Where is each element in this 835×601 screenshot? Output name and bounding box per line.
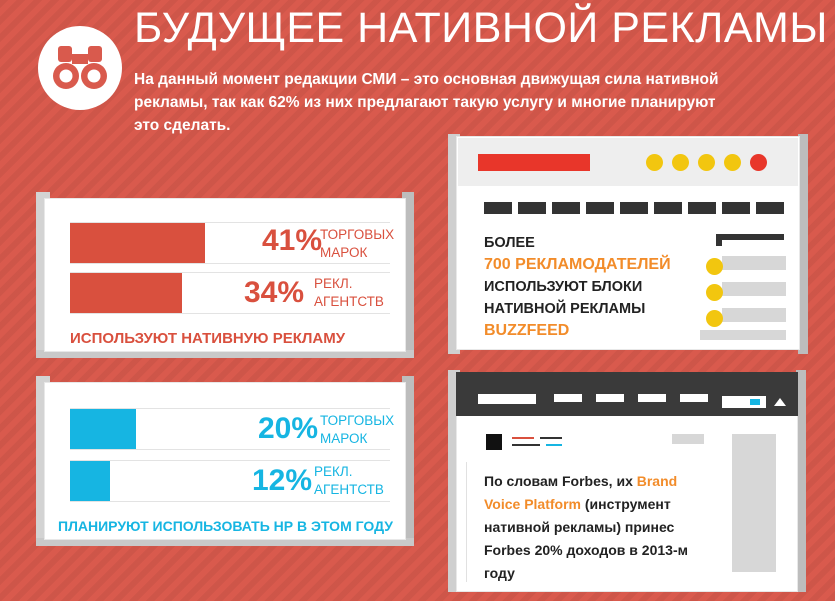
bar-label: РЕКЛ. АГЕНТСТВ xyxy=(314,275,384,311)
bar-track xyxy=(70,272,390,314)
bar-label-line: МАРОК xyxy=(320,431,368,446)
intro-line: На данный момент редакции СМИ – это осно… xyxy=(134,71,719,88)
bar-label-line: МАРОК xyxy=(320,245,368,260)
text-line: году xyxy=(484,565,515,581)
search-indicator xyxy=(750,399,760,405)
accent-line xyxy=(512,444,540,446)
content-line xyxy=(672,434,704,444)
logo-bar xyxy=(478,154,590,171)
sidebar-ad xyxy=(732,434,776,572)
bar-label-line: РЕКЛ. xyxy=(314,464,353,479)
heading-line xyxy=(716,234,784,240)
binoculars-icon xyxy=(53,46,107,89)
header-dot xyxy=(698,154,715,171)
bar-label-line: РЕКЛ. xyxy=(314,276,353,291)
nav-block xyxy=(484,202,512,214)
header-block xyxy=(554,394,582,402)
bar-label-line: ТОРГОВЫХ xyxy=(320,413,395,428)
panel-caption: ИСПОЛЬЗУЮТ НАТИВНУЮ РЕКЛАМУ xyxy=(70,330,346,347)
text-line: По словам Forbes, их Brand xyxy=(484,470,688,493)
content-line xyxy=(722,282,786,296)
text-span: По словам Forbes, их xyxy=(484,473,637,489)
text-line: Voice Platform (инструмент xyxy=(484,493,688,516)
header-dot xyxy=(646,154,663,171)
text-line-highlight: BUZZFEED xyxy=(484,322,570,339)
header-block xyxy=(638,394,666,402)
text-line: НАТИВНОЙ РЕКЛАМЫ xyxy=(484,301,646,317)
bar-percent: 34% xyxy=(244,276,305,309)
nav-block xyxy=(586,202,614,214)
panel-edge xyxy=(36,350,414,358)
nav-block xyxy=(722,202,750,214)
text-line: БОЛЕЕ xyxy=(484,235,535,251)
text-span: (инструмент xyxy=(581,496,671,512)
article-thumbnail xyxy=(486,434,502,450)
nav-block xyxy=(756,202,784,214)
accent-line xyxy=(512,437,534,439)
text-span-highlight: Voice Platform xyxy=(484,496,581,512)
intro-line: рекламы, так как 62% из них предлагают т… xyxy=(134,94,716,111)
bar-label-line: АГЕНТСТВ xyxy=(314,294,384,309)
text-line: нативной рекламы) принес xyxy=(484,519,675,535)
panel-edge xyxy=(798,134,808,354)
text-line: ИСПОЛЬЗУЮТ БЛОКИ xyxy=(484,279,643,295)
nav-block xyxy=(552,202,580,214)
header-block xyxy=(596,394,624,402)
intro-text: На данный момент редакции СМИ – это осно… xyxy=(134,68,824,137)
header-dot xyxy=(724,154,741,171)
header-block xyxy=(680,394,708,402)
accent-line xyxy=(540,437,562,439)
bar-label: ТОРГОВЫХ МАРОК xyxy=(320,226,394,262)
buzzfeed-text: БОЛЕЕ 700 РЕКЛАМОДАТЕЛЕЙ ИСПОЛЬЗУЮТ БЛОК… xyxy=(484,232,671,342)
logo-badge xyxy=(38,26,122,110)
divider xyxy=(466,462,467,582)
bar-fill-agencies xyxy=(70,461,110,501)
content-line xyxy=(722,308,786,322)
header-dot xyxy=(750,154,767,171)
chevron-up-icon xyxy=(774,398,786,406)
nav-block xyxy=(620,202,648,214)
bar-label: РЕКЛ. АГЕНТСТВ xyxy=(314,463,384,499)
panel-edge xyxy=(796,370,806,592)
bar-track xyxy=(70,460,390,502)
bar-track xyxy=(70,222,390,264)
nav-block xyxy=(518,202,546,214)
bar-percent: 20% xyxy=(258,412,319,445)
header-dot xyxy=(672,154,689,171)
list-bullet-dot xyxy=(706,258,723,275)
nav-block xyxy=(654,202,682,214)
list-bullet-dot xyxy=(706,310,723,327)
header-block xyxy=(478,394,536,404)
page-title: БУДУЩЕЕ НАТИВНОЙ РЕКЛАМЫ xyxy=(134,4,828,52)
bar-label: ТОРГОВЫХ МАРОК xyxy=(320,412,394,448)
content-line xyxy=(722,256,786,270)
forbes-text: По словам Forbes, их Brand Voice Platfor… xyxy=(484,470,688,585)
bar-percent: 41% xyxy=(262,224,323,257)
bar-fill-agencies xyxy=(70,273,182,313)
list-bullet-dot xyxy=(706,284,723,301)
bar-track xyxy=(70,408,390,450)
heading-line xyxy=(716,234,722,246)
panel-caption: ПЛАНИРУЮТ ИСПОЛЬЗОВАТЬ НР В ЭТОМ ГОДУ xyxy=(58,518,393,534)
text-line: Forbes 20% доходов в 2013-м xyxy=(484,542,688,558)
accent-line xyxy=(546,444,562,446)
intro-line: это сделать. xyxy=(134,117,231,134)
text-line-highlight: 700 РЕКЛАМОДАТЕЛЕЙ xyxy=(484,256,671,273)
bar-fill-trade-marks xyxy=(70,223,205,263)
panel-edge xyxy=(36,538,414,546)
bar-percent: 12% xyxy=(252,464,313,497)
content-line xyxy=(700,330,786,340)
text-span-highlight: Brand xyxy=(636,473,678,489)
bar-label-line: ТОРГОВЫХ xyxy=(320,227,395,242)
bar-fill-trade-marks xyxy=(70,409,136,449)
nav-block xyxy=(688,202,716,214)
bar-label-line: АГЕНТСТВ xyxy=(314,482,384,497)
